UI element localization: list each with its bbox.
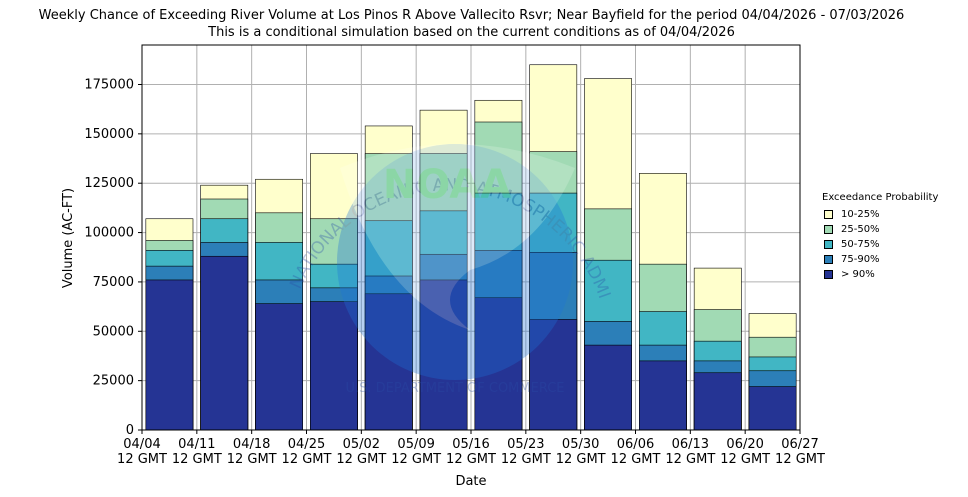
bar-90-week-10	[639, 360, 687, 431]
x-tick-time: 12 GMT	[117, 452, 167, 467]
bar-90-week-12	[748, 386, 797, 431]
x-tick-date: 04/04	[123, 437, 160, 452]
x-tick-label: 04/04 12 GMT	[117, 437, 167, 467]
x-tick-label: 05/30 12 GMT	[556, 437, 606, 467]
x-tick-label: 06/27 12 GMT	[775, 437, 825, 467]
y-tick-label: 150000	[84, 127, 134, 142]
x-tick-date: 05/30	[562, 437, 599, 452]
x-tick-date: 06/20	[726, 437, 763, 452]
x-tick-label: 05/02 12 GMT	[336, 437, 386, 467]
legend-item: > 90%	[822, 267, 938, 282]
bar-90-week-3	[255, 303, 303, 431]
bar-90-week-6	[419, 279, 468, 431]
bar-90-week-4	[310, 301, 358, 431]
x-axis-label: Date	[455, 474, 486, 489]
legend-item: 50-75%	[822, 237, 938, 252]
y-tick-label: 175000	[84, 77, 134, 92]
x-tick-date: 04/18	[233, 437, 270, 452]
x-tick-label: 06/20 12 GMT	[720, 437, 770, 467]
legend-item: 10-25%	[822, 207, 938, 222]
x-tick-date: 06/13	[672, 437, 709, 452]
watermark-circle	[337, 144, 573, 380]
chart-subtitle: This is a conditional simulation based o…	[208, 25, 735, 40]
legend-swatch	[824, 255, 833, 264]
x-tick-label: 06/06 12 GMT	[611, 437, 661, 467]
legend-swatch	[824, 210, 833, 219]
x-tick-label: 04/18 12 GMT	[227, 437, 277, 467]
legend-swatch	[824, 240, 833, 249]
legend: Exceedance Probability 10-25% 25-50% 50-75…	[822, 192, 938, 282]
x-tick-date: 05/23	[507, 437, 544, 452]
x-tick-label: 04/11 12 GMT	[172, 437, 222, 467]
x-tick-label: 06/13 12 GMT	[665, 437, 715, 467]
bar-90-week-1	[145, 279, 194, 431]
y-tick-label: 75000	[93, 275, 134, 290]
x-tick-label: 05/23 12 GMT	[501, 437, 551, 467]
legend-item: 25-50%	[822, 222, 938, 237]
y-tick-label: 125000	[84, 176, 134, 191]
watermark-bottom-text: U.S. DEPARTMENT OF COMMERCE	[345, 381, 564, 396]
x-tick-date: 05/09	[397, 437, 434, 452]
x-tick-time: 12 GMT	[391, 452, 441, 467]
bar-90-week-7	[474, 297, 523, 431]
x-tick-time: 12 GMT	[720, 452, 770, 467]
chart-title: Weekly Chance of Exceeding River Volume …	[38, 8, 905, 23]
x-tick-time: 12 GMT	[775, 452, 825, 467]
x-tick-date: 04/25	[288, 437, 325, 452]
watermark-seagull	[340, 144, 575, 330]
bar-90-week-11	[693, 372, 742, 431]
bar-90-week-2	[200, 255, 249, 431]
legend-title: Exceedance Probability	[822, 192, 939, 203]
legend-label: 75-90%	[841, 254, 880, 265]
x-tick-label: 04/25 12 GMT	[282, 437, 332, 467]
x-tick-time: 12 GMT	[336, 452, 386, 467]
legend-label: 10-25%	[841, 209, 880, 220]
y-tick-label: 0	[126, 423, 134, 438]
x-tick-date: 04/11	[178, 437, 215, 452]
legend-item: 75-90%	[822, 252, 938, 267]
y-axis-label: Volume (AC-FT)	[61, 188, 76, 288]
x-tick-time: 12 GMT	[282, 452, 332, 467]
y-tick-label: 50000	[93, 324, 134, 339]
watermark-logo-text: NOAA	[383, 162, 511, 208]
x-tick-time: 12 GMT	[611, 452, 661, 467]
x-tick-label: 05/09 12 GMT	[391, 437, 441, 467]
x-tick-time: 12 GMT	[665, 452, 715, 467]
legend-swatch	[824, 270, 833, 279]
x-tick-date: 06/27	[781, 437, 818, 452]
x-tick-date: 06/06	[617, 437, 654, 452]
x-tick-date: 05/16	[452, 437, 489, 452]
x-tick-time: 12 GMT	[446, 452, 496, 467]
legend-label: > 90%	[841, 269, 875, 280]
x-tick-date: 05/02	[343, 437, 380, 452]
y-tick-label: 25000	[93, 374, 134, 389]
bar-90-week-9	[584, 344, 632, 431]
y-tick-label: 100000	[84, 226, 134, 241]
x-tick-time: 12 GMT	[556, 452, 606, 467]
legend-swatch	[824, 225, 833, 234]
x-tick-time: 12 GMT	[172, 452, 222, 467]
x-tick-time: 12 GMT	[227, 452, 277, 467]
legend-label: 25-50%	[841, 224, 880, 235]
legend-label: 50-75%	[841, 239, 880, 250]
x-tick-time: 12 GMT	[501, 452, 551, 467]
x-tick-label: 05/16 12 GMT	[446, 437, 496, 467]
